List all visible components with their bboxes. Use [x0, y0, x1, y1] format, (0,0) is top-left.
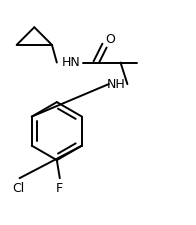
Text: NH: NH: [107, 78, 126, 91]
Text: F: F: [56, 182, 63, 195]
Text: O: O: [105, 32, 115, 45]
Text: HN: HN: [62, 56, 81, 69]
Text: Cl: Cl: [13, 182, 25, 195]
